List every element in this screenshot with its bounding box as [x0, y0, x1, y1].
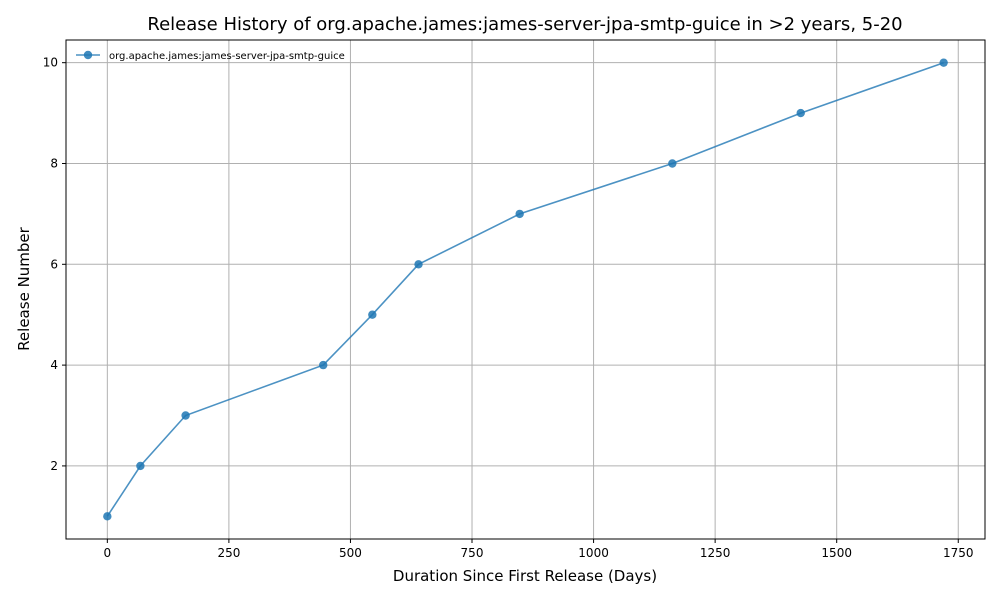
x-tick-label: 1500 — [821, 546, 852, 560]
legend: org.apache.james:james-server-jpa-smtp-g… — [76, 50, 345, 62]
data-point — [319, 360, 328, 370]
x-tick-label: 750 — [461, 546, 484, 560]
x-tick-label: 1250 — [700, 546, 731, 560]
y-axis-label: Release Number — [15, 226, 33, 350]
legend-label: org.apache.james:james-server-jpa-smtp-g… — [109, 51, 345, 62]
y-tick-label: 2 — [50, 459, 58, 473]
data-point — [668, 159, 677, 168]
data-point — [103, 512, 112, 521]
data-point — [939, 58, 948, 67]
series-layer — [103, 58, 948, 521]
y-tick-label: 8 — [50, 156, 58, 170]
data-point — [515, 209, 524, 219]
x-tick-label: 1750 — [943, 546, 974, 560]
data-point — [368, 310, 377, 319]
data-point — [136, 461, 145, 471]
plot-frame — [65, 39, 986, 540]
data-point — [796, 108, 805, 118]
y-tick-label: 10 — [43, 56, 58, 70]
series-line — [106, 61, 944, 517]
x-tick-label: 1000 — [578, 546, 609, 560]
x-tick-label: 250 — [217, 546, 240, 560]
data-point — [181, 411, 190, 420]
grid — [66, 40, 985, 539]
y-axis-ticks: 2 4 6 8 10 — [43, 56, 66, 473]
x-tick-label: 0 — [104, 546, 112, 560]
y-tick-label: 4 — [50, 358, 58, 372]
data-point — [414, 260, 423, 269]
x-axis-label: Duration Since First Release (Days) — [393, 567, 657, 585]
y-tick-label: 6 — [50, 257, 58, 271]
chart-title: Release History of org.apache.james:jame… — [147, 14, 902, 35]
x-tick-label: 500 — [339, 546, 362, 560]
legend-marker — [83, 50, 93, 60]
x-axis-ticks: 0 250 500 750 1000 1250 1500 1750 — [104, 539, 974, 560]
